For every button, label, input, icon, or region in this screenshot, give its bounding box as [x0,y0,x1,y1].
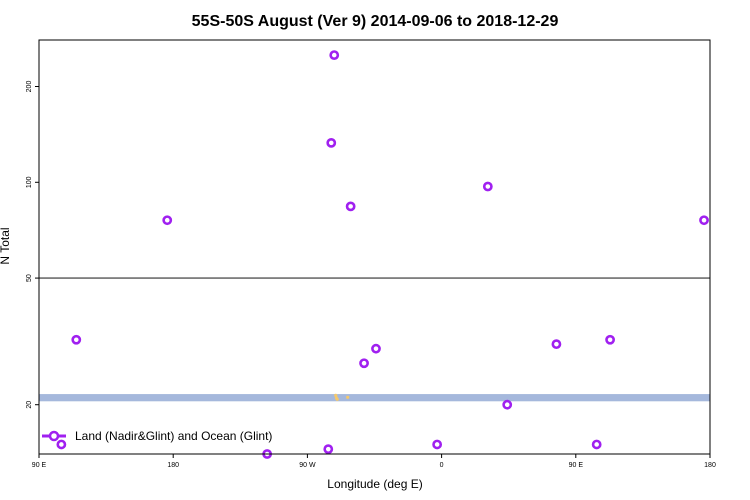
data-point [591,439,602,450]
data-point [699,215,709,226]
y-tick-label: 100 [26,176,33,188]
x-tick-label: 90 E [32,462,47,469]
data-point [605,334,615,345]
band-marker [335,397,339,401]
data-point [482,181,493,192]
shaded-band [39,394,710,402]
data-point [371,343,381,354]
x-tick-label: 180 [167,462,179,469]
data-point [345,201,356,212]
data-point [71,334,82,345]
legend: Land (Nadir&Glint) and Ocean (Glint) [42,429,272,443]
data-point [359,358,369,369]
x-tick-label: 180 [704,462,716,469]
legend-marker [48,430,60,442]
data-point [551,339,562,350]
data-point [502,399,513,410]
data-point [162,215,173,226]
data-point [329,50,340,61]
axes-layer: 90 E 180 90 W 0 90 E 180 20 50 100 200 [26,39,716,469]
x-axis-label: Longitude (deg E) [327,477,422,491]
y-tick-label: 200 [26,81,33,93]
legend-entry-label: Land (Nadir&Glint) and Ocean (Glint) [75,429,272,443]
data-point [326,137,337,148]
points-layer [56,50,709,459]
band-marker [334,393,338,397]
y-tick-label: 50 [26,274,33,282]
data-point [432,439,443,450]
x-tick-label: 90 W [299,462,316,469]
band-marker [346,395,350,399]
x-tick-label: 90 E [569,462,584,469]
chart-title: 55S-50S August (Ver 9) 2014-09-06 to 201… [192,13,559,30]
band-layer [39,393,710,402]
data-point [323,444,334,455]
plot-frame [38,39,711,455]
y-axis-label: N Total [0,227,12,264]
y-tick-label: 20 [26,401,33,409]
x-tick-label: 0 [440,462,444,469]
data-point [56,439,67,450]
